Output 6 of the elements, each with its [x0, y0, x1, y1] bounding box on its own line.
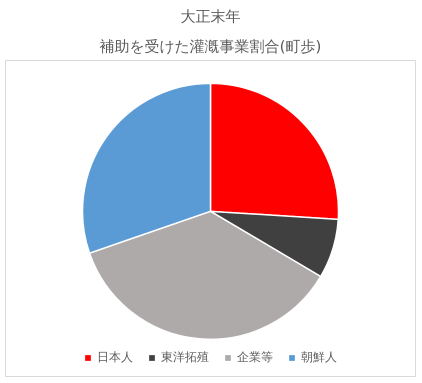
- legend-label: 東洋拓殖: [161, 349, 209, 366]
- legend-label: 企業等: [237, 349, 273, 366]
- chart-subtitle: 補助を受けた灌漑事業割合(町歩): [100, 38, 322, 56]
- legend-label: 日本人: [97, 349, 133, 366]
- legend-label: 朝鮮人: [301, 349, 337, 366]
- chart-title: 大正末年: [180, 8, 240, 26]
